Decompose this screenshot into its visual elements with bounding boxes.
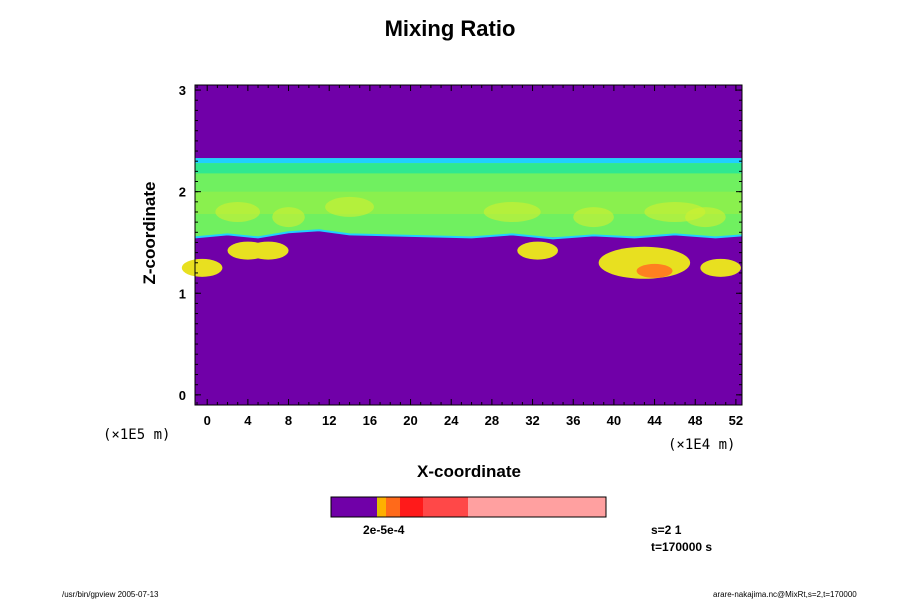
mixing-ratio-field [181, 158, 743, 279]
y-tick-label: 0 [179, 388, 186, 403]
x-tick-label: 24 [444, 413, 459, 428]
x-tick-label: 0 [204, 413, 211, 428]
colorbar-segment [380, 497, 386, 517]
y-axis-label: Z-coordinate [140, 181, 159, 285]
x-tick-label: 8 [285, 413, 292, 428]
yellow-pocket [700, 258, 741, 277]
colorbar-segment [468, 497, 606, 517]
y-axis-ticks: 0 1 2 3 [179, 83, 742, 403]
yellow-pocket [181, 258, 223, 277]
cloud-upper-band [195, 163, 742, 174]
x-tick-label: 32 [525, 413, 539, 428]
cloud-patch [272, 207, 305, 228]
slice-info: s=2 1 [651, 523, 682, 537]
x-tick-label: 28 [485, 413, 499, 428]
x-axis-ticks: 0 4 8 12 16 20 24 28 32 36 40 44 48 52 [196, 85, 743, 428]
mixing-core [636, 263, 673, 278]
footer-right: arare-nakajima.nc@MixRt,s=2,t=170000 [713, 590, 857, 599]
x-tick-label: 52 [729, 413, 743, 428]
cloud-base-edge [194, 229, 743, 240]
colorbar [330, 496, 607, 518]
colorbar-frame [330, 496, 607, 518]
yellow-pocket [247, 241, 289, 260]
x-tick-label: 20 [403, 413, 417, 428]
cloud-patch [685, 207, 726, 228]
plot-frame [194, 84, 743, 406]
colorbar-segment [377, 497, 380, 517]
time-info: t=170000 s [651, 540, 713, 554]
y-tick-label: 1 [179, 286, 186, 301]
x-tick-label: 4 [244, 413, 252, 428]
colorbar-label: 2e-5e-4 [363, 523, 405, 537]
y-tick-label: 2 [179, 185, 186, 200]
x-tick-label: 44 [647, 413, 662, 428]
x-tick-label: 48 [688, 413, 702, 428]
colorbar-segment [423, 497, 468, 517]
x-tick-label: 16 [363, 413, 377, 428]
cloud-top-edge [195, 158, 742, 164]
chart-title: Mixing Ratio [384, 16, 516, 41]
x-tick-label: 36 [566, 413, 580, 428]
cloud-base [195, 230, 742, 243]
plot-background [195, 85, 742, 405]
x-unit-label: (×1E4 m) [668, 437, 736, 453]
cloud-patch [325, 196, 374, 217]
cloud-patch [483, 201, 541, 222]
x-tick-label: 40 [607, 413, 621, 428]
cloud-patch [215, 201, 261, 222]
y-tick-label: 3 [179, 83, 186, 98]
cloud-patch [573, 207, 614, 228]
yellow-pocket [517, 241, 558, 260]
x-tick-label: 12 [322, 413, 336, 428]
footer-left: /usr/bin/gpview 2005-07-13 [62, 590, 159, 599]
info-box: s=2 1 t=170000 s [651, 522, 712, 556]
colorbar-segment [386, 497, 400, 517]
colorbar-segment [331, 497, 377, 517]
x-axis-label: X-coordinate [417, 462, 521, 481]
colorbar-segment [400, 497, 423, 517]
y-unit-label: (×1E5 m) [103, 427, 171, 443]
